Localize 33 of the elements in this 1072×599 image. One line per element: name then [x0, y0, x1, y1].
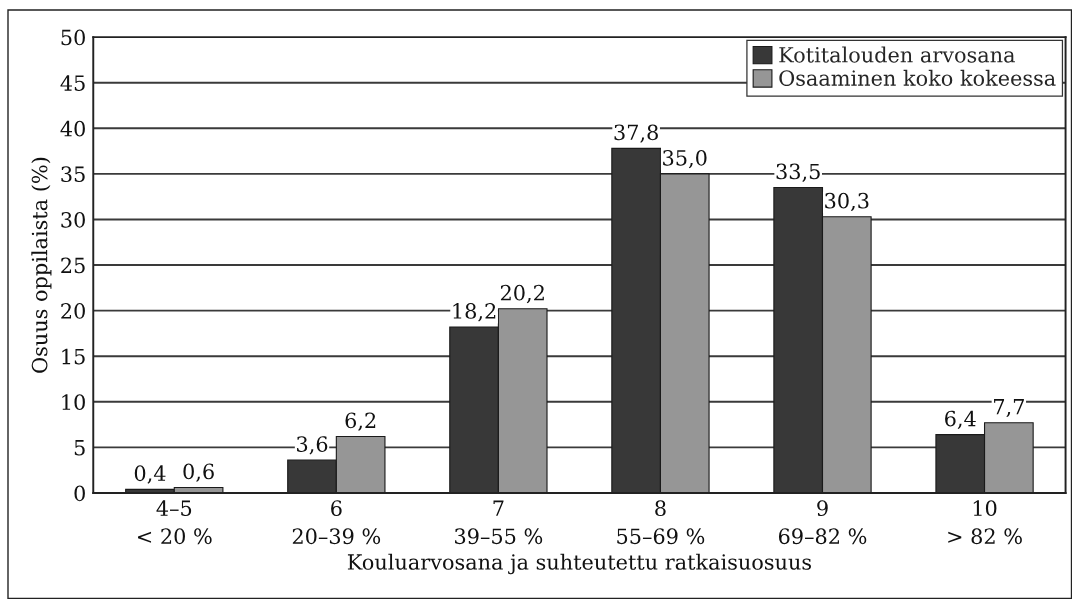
y-tick-label: 30: [61, 211, 85, 228]
data-label: 0,4: [134, 465, 166, 484]
x-tick-label: 9 69–82 %: [778, 500, 867, 545]
data-label: 3,6: [297, 436, 328, 455]
data-label: 37,8: [614, 124, 658, 143]
x-tick-label: 10 > 82 %: [948, 500, 1022, 545]
legend-label: Osaaminen koko kokeessa: [779, 69, 1056, 86]
x-tick-label: 8 55–69 %: [617, 500, 705, 545]
data-label: 6,2: [345, 412, 376, 431]
y-tick-label: 20: [61, 303, 85, 319]
data-label: 35,0: [663, 149, 707, 169]
data-label: 30,3: [825, 192, 869, 212]
y-tick-label: 10: [62, 394, 85, 411]
y-tick-label: 5: [74, 440, 85, 456]
x-tick-label: 7 39–55 %: [455, 500, 543, 545]
data-label: 0,6: [183, 463, 214, 482]
y-axis-title: Osuus oppilaista (%): [31, 157, 52, 373]
y-tick-label: 40: [60, 120, 85, 137]
y-tick-label: 25: [61, 257, 85, 274]
x-tick-label: 6 20–39 %: [292, 500, 381, 545]
y-tick-label: 50: [61, 29, 85, 46]
data-label: 20,2: [500, 284, 544, 304]
x-tick-label: 4–5 < 20 %: [137, 500, 212, 545]
data-label: 6,4: [945, 410, 976, 429]
x-axis-title: Kouluarvosana ja suhteutettu ratkaisuosuus: [347, 553, 811, 575]
data-label: 7,7: [994, 399, 1024, 418]
data-label: 33,5: [776, 163, 820, 182]
y-tick-label: 45: [60, 75, 85, 91]
y-tick-label: 15: [62, 348, 85, 365]
data-label: 18,2: [453, 303, 496, 322]
y-tick-label: 0: [74, 485, 85, 502]
y-tick-label: 35: [61, 166, 85, 183]
legend-label: Kotitalouden arvosana: [779, 46, 1015, 63]
